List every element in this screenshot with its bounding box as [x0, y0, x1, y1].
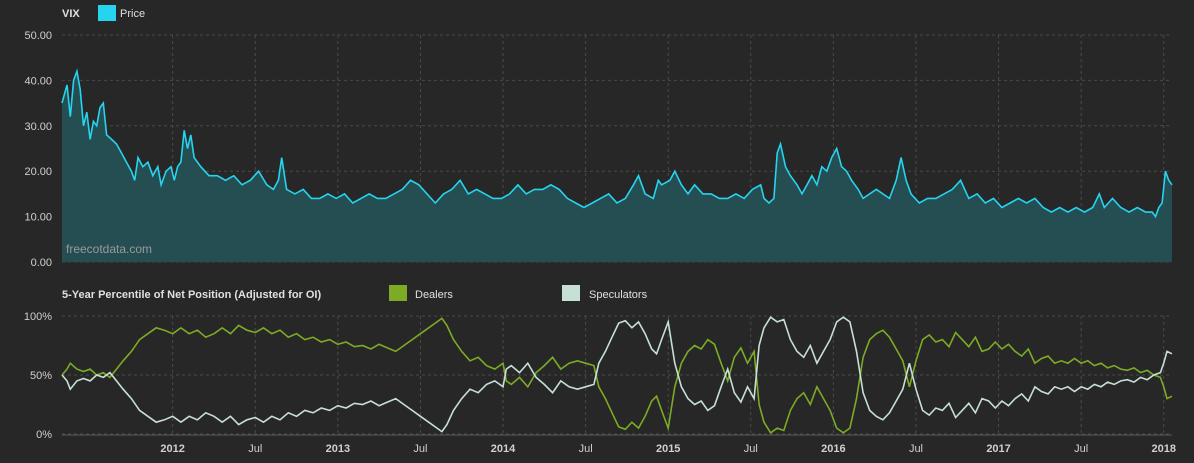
x-tick-label: 2018 — [1151, 443, 1175, 455]
vix-y-tick-label: 0.00 — [31, 257, 52, 269]
legend-label-dealers[interactable]: Dealers — [415, 289, 453, 301]
percentile-y-tick-label: 0% — [36, 429, 52, 441]
vix-y-tick-label: 20.00 — [24, 166, 52, 178]
vix-header: VIX Price — [62, 5, 145, 21]
vix-area — [61, 68, 1173, 262]
series-line-price[interactable] — [61, 68, 1173, 219]
percentile-y-tick-label: 100% — [24, 311, 52, 323]
x-tick-label: 2015 — [656, 443, 680, 455]
x-tick-label: 2013 — [326, 443, 350, 455]
percentile-title: 5-Year Percentile of Net Position (Adjus… — [62, 289, 321, 301]
watermark: freecotdata.com — [66, 242, 152, 256]
x-tick-label: Jul — [413, 443, 427, 455]
vix-price-area — [62, 71, 1172, 262]
x-tick-label: 2012 — [160, 443, 184, 455]
x-tick-label: Jul — [909, 443, 923, 455]
percentile-header: 5-Year Percentile of Net Position (Adjus… — [62, 285, 648, 301]
x-tick-label: Jul — [579, 443, 593, 455]
vix-y-tick-label: 50.00 — [24, 30, 52, 42]
series-line-dealers[interactable] — [61, 317, 1173, 434]
legend-label-speculators[interactable]: Speculators — [589, 289, 648, 301]
legend-label-price[interactable]: Price — [120, 8, 145, 20]
vix-y-tick-label: 10.00 — [24, 212, 52, 224]
vix-y-axis: 0.00 10.00 20.00 30.00 40.00 50.00 — [24, 30, 52, 269]
percentile-y-tick-label: 50% — [30, 370, 52, 382]
vix-y-tick-label: 30.00 — [24, 121, 52, 133]
x-tick-label: Jul — [1074, 443, 1088, 455]
series-line-speculators[interactable] — [61, 316, 1173, 433]
x-axis: 2012 Jul 2013 Jul 2014 Jul 2015 Jul 2016 Jul 2017 J… — [62, 434, 1176, 455]
x-tick-label: Jul — [744, 443, 758, 455]
percentile-gridlines — [62, 315, 1172, 435]
percentile-y-axis: 0% 50% 100% — [24, 311, 52, 441]
legend-swatch-speculators[interactable] — [562, 285, 580, 301]
x-tick-label: 2016 — [821, 443, 845, 455]
x-tick-label: 2017 — [986, 443, 1010, 455]
percentile-lines — [61, 316, 1173, 434]
vix-title: VIX — [62, 8, 80, 20]
legend-swatch-dealers[interactable] — [389, 285, 407, 301]
x-tick-label: 2014 — [491, 443, 516, 455]
legend-swatch-price[interactable] — [98, 5, 116, 21]
x-tick-label: Jul — [248, 443, 262, 455]
vix-y-tick-label: 40.00 — [24, 75, 52, 87]
